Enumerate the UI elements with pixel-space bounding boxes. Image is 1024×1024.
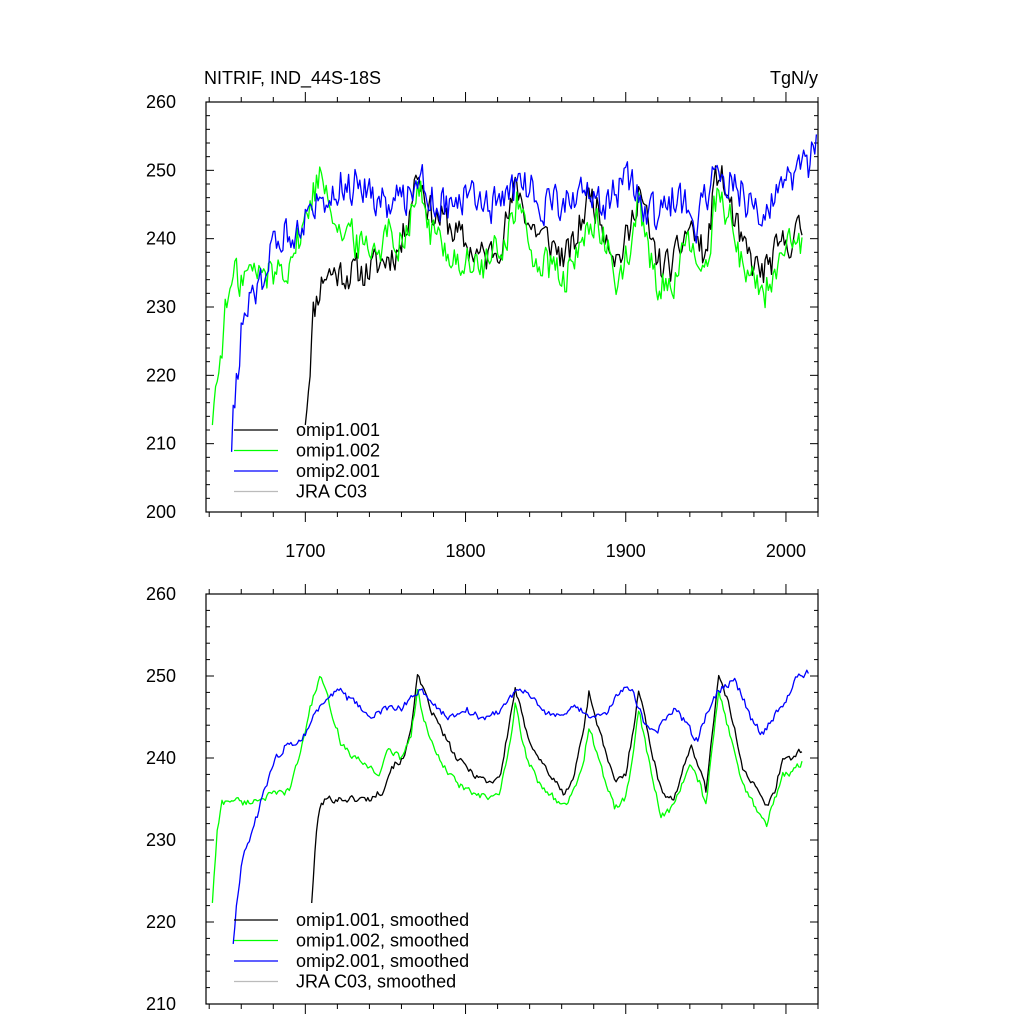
legend-label: omip1.002 [296,441,380,461]
series-line-omip1-001-smoothed [311,673,803,904]
y-tick-label: 200 [146,502,176,522]
x-tick-label: 2000 [766,541,806,561]
y-tick-label: 260 [146,584,176,604]
y-tick-label: 230 [146,830,176,850]
y-tick-label: 250 [146,160,176,180]
legend-label: omip1.002, smoothed [296,931,469,951]
bottom-series-lines [211,669,809,944]
top-plot-frame [205,101,819,513]
series-line-omip1-001 [304,165,803,425]
top-chart-title: NITRIF, IND_44S-18S [204,68,381,89]
y-tick-label: 260 [146,92,176,112]
series-line-omip1-002-smoothed [211,675,803,903]
top-axis-ticks: 200 210 220 230 240 250 260 1700 1800 1900 2000 [146,92,819,561]
x-tick-label: 1700 [285,541,325,561]
y-tick-label: 220 [146,365,176,385]
y-tick-label: 210 [146,434,176,454]
y-tick-label: 240 [146,229,176,249]
top-chart-units: TgN/y [770,68,818,88]
bottom-plot-frame [205,593,819,1005]
top-series-lines [211,134,818,452]
y-tick-label: 230 [146,297,176,317]
x-tick-label: 1900 [606,541,646,561]
y-tick-label: 240 [146,748,176,768]
y-tick-label: 210 [146,994,176,1014]
series-line-omip2-001-smoothed [232,669,809,944]
y-tick-label: 250 [146,666,176,686]
series-line-omip2-001 [230,134,818,452]
top-panel: NITRIF, IND_44S-18S TgN/y 200 210 220 230 24… [146,68,819,561]
series-line-omip1-002 [211,166,803,426]
x-tick-label: 1800 [446,541,486,561]
legend-label: omip2.001, smoothed [296,951,469,971]
bottom-axis-ticks: 210 220 230 240 250 260 [146,584,819,1014]
y-tick-label: 220 [146,912,176,932]
legend-label: JRA C03 [296,482,367,502]
legend-label: JRA C03, smoothed [296,972,456,992]
legend-label: omip1.001 [296,420,380,440]
legend-label: omip2.001 [296,461,380,481]
legend-label: omip1.001, smoothed [296,910,469,930]
